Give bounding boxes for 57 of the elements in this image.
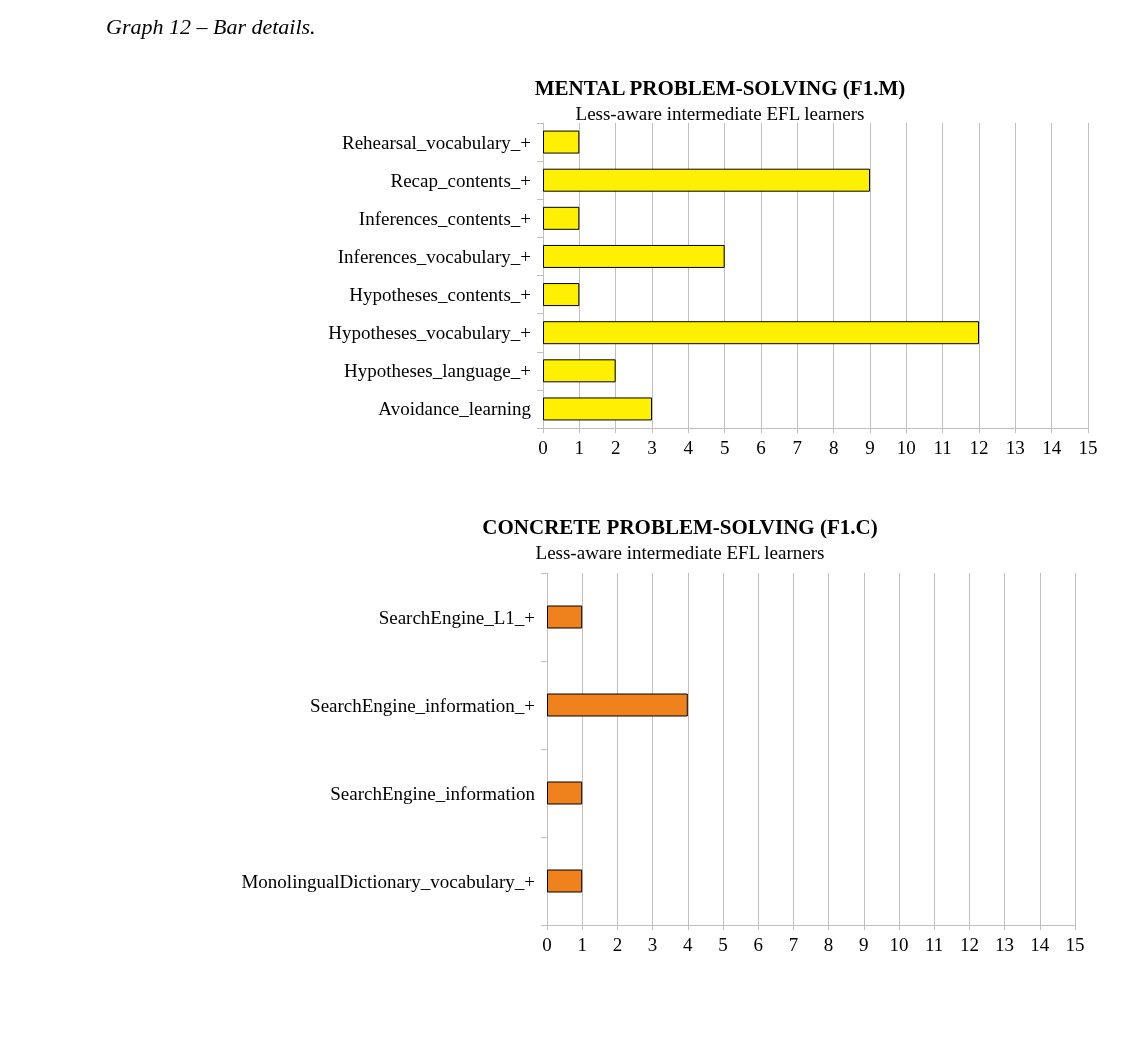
x-tick-label: 1	[577, 934, 587, 955]
x-tick-label: 13	[1005, 437, 1025, 458]
y-tick-label: Inferences_contents_+	[358, 207, 531, 229]
caption: Graph 12 – Bar details.	[106, 14, 316, 40]
bar	[543, 359, 616, 383]
x-tick-label: 11	[933, 437, 952, 458]
x-tick-label: 5	[718, 934, 728, 955]
y-tick-label: Rehearsal_vocabulary_+	[341, 131, 531, 153]
chart-subtitle: Less-aware intermediate EFL learners	[535, 542, 825, 563]
bar	[543, 244, 725, 268]
bar	[543, 206, 580, 230]
bar	[543, 283, 580, 307]
bar	[543, 397, 652, 421]
bar	[543, 168, 870, 192]
x-tick-label: 5	[719, 437, 730, 458]
y-tick-label: SearchEngine_information_+	[310, 694, 535, 716]
bar	[543, 130, 580, 154]
x-tick-label: 15	[1065, 934, 1085, 955]
x-tick-label: 14	[1042, 437, 1062, 458]
x-tick-label: 3	[647, 934, 658, 955]
y-tick-label: Hypotheses_contents_+	[349, 284, 531, 306]
x-tick-label: 4	[683, 437, 694, 458]
x-tick-label: 9	[859, 934, 869, 955]
x-tick-label: 6	[753, 934, 763, 955]
x-tick-label: 7	[788, 934, 799, 955]
x-tick-label: 2	[612, 934, 623, 955]
y-tick-label: SearchEngine_L1_+	[378, 606, 535, 628]
bar	[543, 321, 979, 345]
x-tick-label: 10	[889, 934, 909, 955]
y-tick-label: Hypotheses_vocabulary_+	[328, 322, 531, 344]
x-tick-label: 12	[969, 437, 989, 458]
x-tick-label: 4	[683, 934, 694, 955]
chart-subtitle: Less-aware intermediate EFL learners	[575, 103, 865, 124]
x-tick-label: 12	[959, 934, 979, 955]
chart-title: MENTAL PROBLEM-SOLVING (F1.M)	[534, 75, 906, 100]
x-tick-label: 3	[647, 437, 657, 458]
x-tick-label: 14	[1030, 934, 1050, 955]
x-tick-label: 2	[610, 437, 621, 458]
chart-title: CONCRETE PROBLEM-SOLVING (F1.C)	[482, 514, 878, 539]
x-tick-label: 1	[574, 437, 585, 458]
x-tick-label: 10	[896, 437, 916, 458]
x-tick-label: 6	[756, 437, 766, 458]
x-tick-label: 13	[995, 934, 1015, 955]
y-tick-label: Avoidance_learning	[378, 398, 532, 420]
x-tick-label: 8	[828, 437, 839, 458]
y-tick-label: MonolingualDictionary_vocabulary_+	[241, 870, 535, 892]
x-tick-label: 15	[1078, 437, 1098, 458]
y-tick-label: Inferences_vocabulary_+	[337, 245, 531, 267]
x-tick-label: 9	[865, 437, 875, 458]
x-tick-label: 0	[538, 437, 548, 458]
x-tick-label: 0	[542, 934, 552, 955]
y-tick-label: SearchEngine_information	[330, 782, 536, 804]
x-tick-label: 7	[792, 437, 803, 458]
y-tick-label: Hypotheses_language_+	[344, 360, 531, 382]
x-tick-label: 8	[823, 934, 834, 955]
y-tick-label: Recap_contents_+	[390, 169, 531, 191]
x-tick-label: 11	[925, 934, 944, 955]
